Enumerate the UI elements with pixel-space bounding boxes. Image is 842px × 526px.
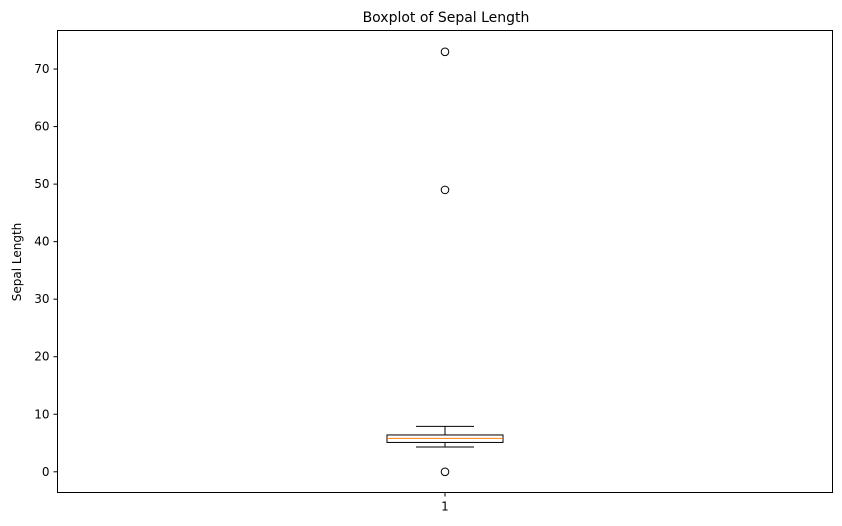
y-tick-label: 30 xyxy=(34,292,49,306)
chart-title: Boxplot of Sepal Length xyxy=(363,10,530,26)
outlier-point xyxy=(440,467,450,477)
y-tick-label: 70 xyxy=(34,62,49,76)
y-tick-label: 20 xyxy=(34,350,49,364)
x-tick-label: 1 xyxy=(441,500,449,514)
y-tick-label: 40 xyxy=(34,235,49,249)
y-tick-label: 10 xyxy=(34,407,49,421)
y-tick-label: 0 xyxy=(42,465,50,479)
outlier-point xyxy=(440,185,450,195)
outlier-point xyxy=(440,47,450,57)
plot-frame xyxy=(57,30,833,493)
y-tick-label: 60 xyxy=(34,120,49,134)
y-axis-label: Sepal Length xyxy=(10,223,24,302)
plot-area: 0 10 20 30 40 50 60 70 1 xyxy=(34,47,504,514)
y-tick-label: 50 xyxy=(34,177,49,191)
